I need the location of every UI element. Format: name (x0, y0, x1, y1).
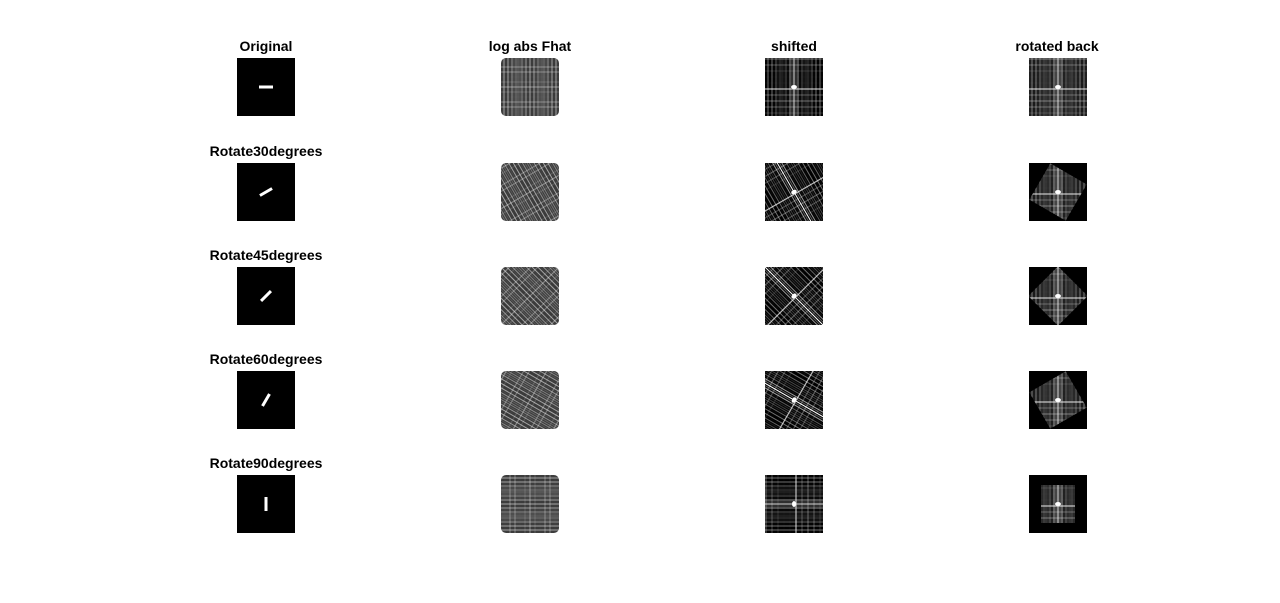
title-rotate-60: Rotate60degrees (209, 351, 323, 367)
panel-shifted-60 (765, 371, 823, 429)
title-rotate-90: Rotate90degrees (209, 455, 323, 471)
panel-rotback-60 (1029, 371, 1087, 429)
panel-fhat-0 (501, 58, 559, 116)
panel-original-60 (237, 371, 295, 429)
panel-rotback-45 (1029, 267, 1087, 325)
title-rotate-30: Rotate30degrees (209, 143, 323, 159)
bar-mark (261, 393, 271, 407)
bar-mark (259, 187, 273, 197)
panel-original-0 (237, 58, 295, 116)
panel-original-45 (237, 267, 295, 325)
title-original: Original (239, 38, 293, 54)
bar-mark (259, 85, 273, 89)
panel-fhat-30 (501, 163, 559, 221)
panel-rotback-0 (1029, 58, 1087, 116)
panel-rotback-30 (1029, 163, 1087, 221)
panel-shifted-0 (765, 58, 823, 116)
panel-fhat-90 (501, 475, 559, 533)
panel-original-30 (237, 163, 295, 221)
panel-shifted-30 (765, 163, 823, 221)
bar-mark (259, 289, 273, 303)
title-rotated-back: rotated back (1015, 38, 1099, 54)
panel-fhat-45 (501, 267, 559, 325)
title-rotate-45: Rotate45degrees (209, 247, 323, 263)
title-shifted: shifted (771, 38, 817, 54)
bar-mark (264, 497, 268, 511)
panel-shifted-45 (765, 267, 823, 325)
panel-original-90 (237, 475, 295, 533)
panel-fhat-60 (501, 371, 559, 429)
panel-rotback-90 (1029, 475, 1087, 533)
panel-shifted-90 (765, 475, 823, 533)
title-log-abs-fhat: log abs Fhat (488, 38, 572, 54)
